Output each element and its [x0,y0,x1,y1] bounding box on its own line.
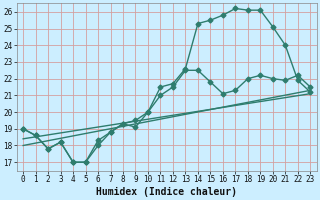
X-axis label: Humidex (Indice chaleur): Humidex (Indice chaleur) [96,186,237,197]
